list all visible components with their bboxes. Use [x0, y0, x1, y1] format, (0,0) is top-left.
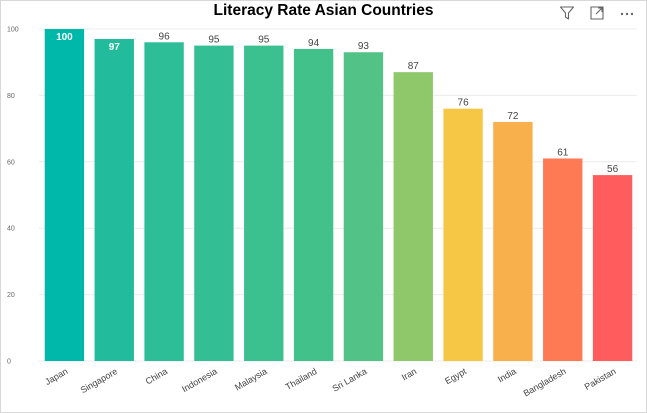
data-label: 95	[208, 35, 220, 46]
y-tick-label: 20	[7, 292, 15, 299]
data-label: 100	[56, 32, 73, 43]
data-label: 93	[358, 41, 370, 52]
bar	[94, 38, 134, 362]
bar	[194, 45, 234, 361]
x-tick-label: Iran	[400, 366, 418, 382]
x-tick-label: Indonesia	[180, 366, 219, 394]
x-tick-label: India	[496, 366, 518, 384]
x-tick-label: Malaysia	[233, 366, 269, 392]
bar	[44, 29, 85, 361]
bar	[144, 42, 184, 361]
bar	[543, 158, 583, 361]
x-tick-label: Pakistan	[583, 366, 618, 392]
data-label: 96	[159, 31, 171, 42]
chart-title: Literacy Rate Asian Countries	[213, 2, 434, 19]
y-tick-label: 60	[7, 159, 15, 166]
x-tick-label: Thailand	[284, 366, 319, 392]
data-label: 95	[258, 35, 270, 46]
data-label: 72	[507, 111, 519, 122]
y-tick-label: 40	[7, 226, 15, 233]
focus-mode-icon[interactable]	[588, 4, 606, 22]
bar	[493, 121, 533, 362]
bar	[244, 45, 284, 361]
x-tick-label: Egypt	[443, 366, 468, 386]
visual-toolbar	[558, 4, 636, 22]
more-options-icon[interactable]	[618, 4, 636, 22]
bar	[343, 52, 384, 362]
x-tick-label: Sri Lanka	[330, 366, 368, 394]
y-tick-label: 0	[7, 359, 11, 366]
y-tick-label: 100	[7, 27, 19, 34]
bar	[592, 175, 633, 361]
data-label: 94	[308, 38, 320, 49]
bar	[293, 48, 334, 362]
data-label: 97	[109, 42, 121, 53]
y-tick-label: 80	[7, 93, 15, 100]
x-tick-label: Singapore	[79, 366, 120, 395]
data-label: 76	[458, 98, 470, 109]
filter-icon[interactable]	[558, 4, 576, 22]
data-label: 61	[557, 147, 569, 158]
data-label: 56	[607, 164, 619, 175]
bar	[393, 72, 433, 361]
x-tick-label: Bangladesh	[522, 366, 568, 398]
bar	[443, 108, 483, 362]
data-label: 87	[408, 61, 420, 72]
x-tick-label: China	[144, 366, 169, 386]
x-tick-label: Japan	[43, 366, 69, 387]
